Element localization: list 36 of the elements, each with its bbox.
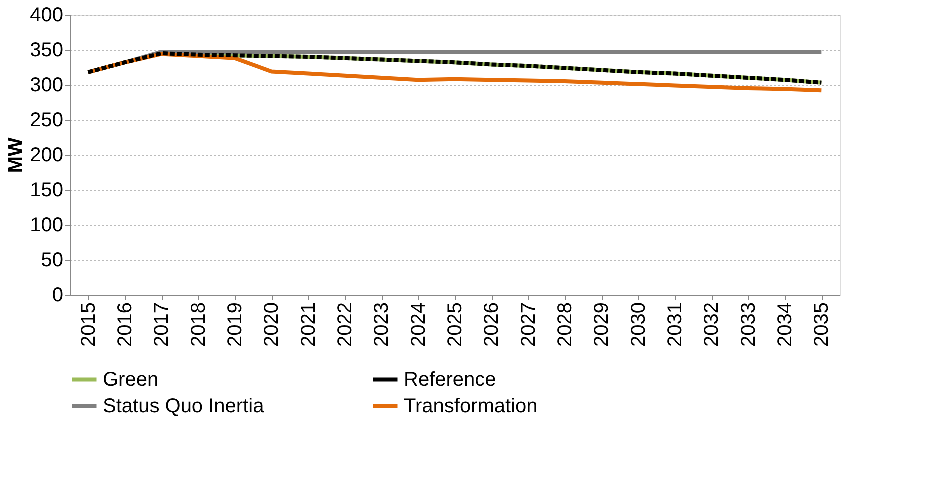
legend-label: Green [103,368,159,391]
x-tick-label: 2019 [224,302,246,347]
x-tick-label: 2026 [481,302,504,347]
y-tick-label: 50 [41,250,64,272]
x-tick-label: 2032 [701,302,724,347]
x-tick-label: 2034 [774,302,796,347]
x-tick-label: 2035 [811,302,834,347]
x-tick-label: 2023 [371,302,394,347]
x-tick-label: 2016 [114,302,136,347]
y-tick-label: 300 [30,74,64,96]
legend-label: Transformation [404,396,538,418]
y-tick-label: 350 [30,40,64,62]
line-series [86,52,824,85]
x-tick-label: 2033 [738,302,760,347]
y-tick-label: 200 [30,144,64,166]
x-tick-label: 2015 [78,302,100,347]
y-axis-title: MW [5,138,28,174]
y-tick-label: 250 [30,110,64,132]
x-tick-label: 2022 [334,302,356,347]
y-tick-label: 150 [30,180,64,202]
x-tick-label: 2018 [188,302,210,347]
x-tick-label: 2027 [518,302,540,347]
y-tick-label: 400 [30,4,64,26]
legend-label: Reference [404,368,496,391]
x-tick-label: 2030 [628,302,650,347]
x-tick-label: 2020 [261,302,284,347]
y-tick-label: 100 [30,214,64,236]
x-tick-label: 2028 [554,302,576,347]
x-tick-label: 2025 [444,302,466,347]
x-tick-label: 2024 [408,302,430,347]
x-tick-label: 2017 [151,302,174,347]
x-tick-label: 2029 [591,302,614,347]
x-tick-label: 2021 [298,302,320,347]
legend-label: Status Quo Inertia [103,396,266,418]
y-tick-label: 0 [52,284,64,306]
x-tick-label: 2031 [664,302,686,347]
